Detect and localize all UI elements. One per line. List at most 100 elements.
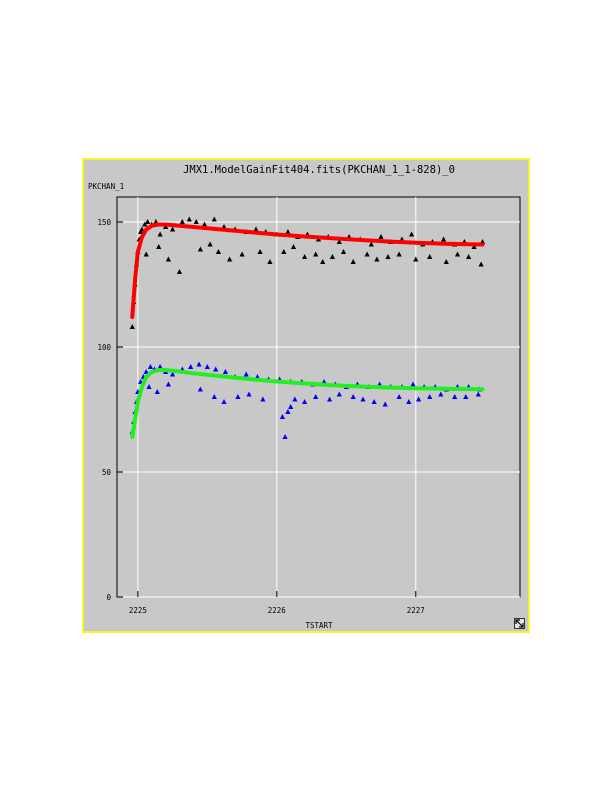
data-series — [129, 216, 486, 439]
data-point — [179, 219, 185, 224]
data-point — [329, 254, 335, 259]
data-point — [143, 251, 149, 257]
data-point — [478, 261, 484, 267]
data-point — [413, 256, 419, 262]
y-tick-label: 100 — [97, 343, 111, 352]
scatter-chart: 0 50 100 150 2225 2226 2227 JMX1.ModelGainFit4… — [88, 164, 521, 630]
data-point — [142, 221, 148, 227]
data-point — [211, 394, 217, 399]
data-point — [143, 369, 149, 374]
data-point — [279, 414, 285, 419]
data-point — [416, 396, 422, 402]
data-point — [221, 399, 227, 404]
data-point — [350, 259, 356, 264]
data-point — [302, 399, 308, 404]
axes: 0 50 100 150 2225 2226 2227 — [97, 218, 424, 615]
data-point — [396, 251, 402, 257]
data-point — [147, 364, 153, 369]
plot-area — [116, 196, 521, 598]
y-axis-label: PKCHAN_1 — [88, 182, 124, 191]
data-point — [165, 381, 171, 387]
data-point — [197, 386, 203, 392]
data-point — [368, 241, 374, 247]
data-point — [288, 404, 294, 409]
plot-window: 0 50 100 150 2225 2226 2227 JMX1.ModelGainFit4… — [82, 158, 530, 633]
series-1 — [129, 216, 486, 329]
data-point — [186, 216, 192, 222]
y-tick-label: 150 — [97, 218, 111, 227]
data-point — [253, 226, 259, 232]
data-point — [157, 231, 163, 237]
data-point — [188, 364, 194, 369]
data-point — [336, 239, 342, 244]
series-2 — [143, 241, 484, 274]
chart-title: JMX1.ModelGainFit404.fits(PKCHAN_1_1-828… — [183, 164, 455, 176]
data-point — [243, 371, 249, 377]
data-point — [239, 251, 245, 257]
resize-handle[interactable] — [514, 618, 525, 629]
data-point — [427, 394, 433, 399]
data-point — [170, 371, 176, 377]
data-point — [157, 364, 163, 369]
data-point — [196, 361, 202, 367]
data-point — [246, 391, 252, 397]
data-point — [260, 396, 266, 402]
data-point — [350, 394, 356, 399]
data-point — [382, 401, 388, 407]
fit-line — [130, 368, 485, 439]
data-point — [227, 256, 233, 262]
data-point — [475, 391, 481, 397]
x-tick-label: 2225 — [129, 606, 147, 615]
data-point — [282, 434, 288, 439]
data-point — [154, 389, 160, 394]
resize-arrow-icon — [515, 619, 524, 628]
data-point — [193, 219, 199, 224]
data-point — [378, 234, 384, 239]
series-6 — [130, 368, 485, 439]
data-point — [215, 249, 221, 254]
x-axis-label: TSTART — [305, 621, 333, 630]
data-point — [139, 226, 145, 232]
data-point — [213, 366, 219, 372]
data-point — [364, 251, 370, 257]
data-point — [290, 244, 297, 249]
data-point — [454, 251, 461, 257]
data-point — [327, 396, 333, 402]
data-point — [257, 249, 263, 254]
data-point — [176, 269, 183, 274]
data-point — [211, 216, 217, 222]
data-point — [396, 394, 402, 399]
data-point — [406, 399, 412, 404]
data-point — [427, 254, 433, 259]
data-point — [281, 249, 287, 254]
series-3 — [130, 222, 485, 319]
data-point — [302, 254, 308, 259]
data-point — [443, 259, 449, 264]
data-point — [170, 226, 176, 232]
data-point — [267, 259, 273, 264]
data-point — [156, 244, 162, 249]
data-point — [438, 391, 444, 397]
data-point — [441, 236, 447, 242]
series-5 — [146, 381, 481, 439]
data-point — [313, 251, 319, 257]
data-point — [340, 249, 347, 254]
fit-line — [130, 222, 485, 319]
data-point — [360, 396, 366, 402]
data-point — [410, 381, 416, 387]
data-point — [204, 364, 210, 369]
data-point — [129, 324, 135, 329]
x-tick-label: 2227 — [407, 606, 425, 615]
data-point — [452, 394, 458, 399]
data-point — [201, 221, 208, 227]
data-point — [165, 256, 171, 262]
data-point — [292, 396, 298, 402]
data-point — [313, 394, 319, 399]
data-point — [197, 246, 203, 252]
grid — [117, 197, 520, 598]
data-point — [285, 409, 291, 414]
data-point — [466, 254, 472, 259]
data-point — [463, 394, 469, 399]
y-tick-label: 0 — [106, 593, 111, 602]
data-point — [409, 231, 415, 237]
